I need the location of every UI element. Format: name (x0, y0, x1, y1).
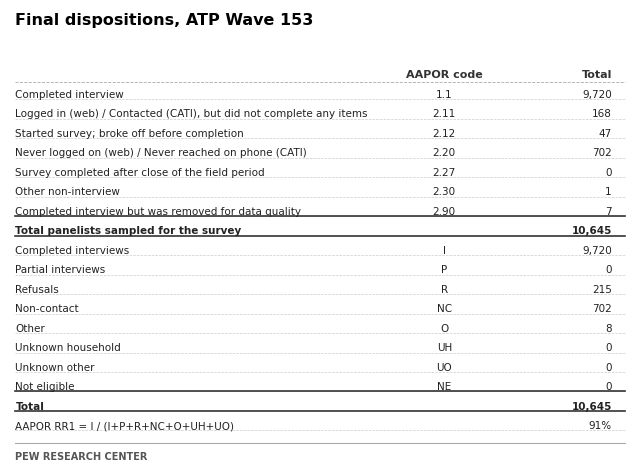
Text: 0: 0 (605, 265, 612, 275)
Text: UO: UO (436, 363, 452, 373)
Text: NE: NE (437, 382, 451, 392)
Text: 1: 1 (605, 187, 612, 197)
Text: 2.30: 2.30 (433, 187, 456, 197)
Text: Total: Total (15, 401, 44, 411)
Text: P: P (441, 265, 447, 275)
Text: Total panelists sampled for the survey: Total panelists sampled for the survey (15, 226, 242, 237)
Text: UH: UH (436, 343, 452, 353)
Text: 168: 168 (592, 109, 612, 119)
Text: Final dispositions, ATP Wave 153: Final dispositions, ATP Wave 153 (15, 13, 314, 28)
Text: 2.11: 2.11 (433, 109, 456, 119)
Text: 10,645: 10,645 (572, 226, 612, 237)
Text: Non-contact: Non-contact (15, 304, 79, 314)
Text: Total: Total (582, 70, 612, 80)
Text: Completed interview: Completed interview (15, 90, 124, 100)
Text: Not eligible: Not eligible (15, 382, 75, 392)
Text: Partial interviews: Partial interviews (15, 265, 106, 275)
Text: Started survey; broke off before completion: Started survey; broke off before complet… (15, 129, 244, 139)
Text: PEW RESEARCH CENTER: PEW RESEARCH CENTER (15, 452, 148, 462)
Text: 702: 702 (592, 148, 612, 158)
Text: AAPOR code: AAPOR code (406, 70, 483, 80)
Text: Logged in (web) / Contacted (CATI), but did not complete any items: Logged in (web) / Contacted (CATI), but … (15, 109, 368, 119)
Text: 47: 47 (598, 129, 612, 139)
Text: 0: 0 (605, 168, 612, 178)
Text: AAPOR RR1 = I / (I+P+R+NC+O+UH+UO): AAPOR RR1 = I / (I+P+R+NC+O+UH+UO) (15, 421, 234, 431)
Text: 10,645: 10,645 (572, 401, 612, 411)
Text: 2.90: 2.90 (433, 207, 456, 217)
Text: Unknown other: Unknown other (15, 363, 95, 373)
Text: Refusals: Refusals (15, 285, 59, 295)
Text: Completed interviews: Completed interviews (15, 246, 130, 256)
Text: Unknown household: Unknown household (15, 343, 121, 353)
Text: 2.12: 2.12 (433, 129, 456, 139)
Text: 215: 215 (592, 285, 612, 295)
Text: 91%: 91% (589, 421, 612, 431)
Text: NC: NC (436, 304, 452, 314)
Text: Never logged on (web) / Never reached on phone (CATI): Never logged on (web) / Never reached on… (15, 148, 307, 158)
Text: R: R (441, 285, 448, 295)
Text: Survey completed after close of the field period: Survey completed after close of the fiel… (15, 168, 265, 178)
Text: Other: Other (15, 324, 45, 334)
Text: 0: 0 (605, 382, 612, 392)
Text: 9,720: 9,720 (582, 246, 612, 256)
Text: 9,720: 9,720 (582, 90, 612, 100)
Text: 702: 702 (592, 304, 612, 314)
Text: 2.27: 2.27 (433, 168, 456, 178)
Text: 7: 7 (605, 207, 612, 217)
Text: O: O (440, 324, 449, 334)
Text: I: I (443, 246, 445, 256)
Text: 2.20: 2.20 (433, 148, 456, 158)
Text: 0: 0 (605, 363, 612, 373)
Text: Completed interview but was removed for data quality: Completed interview but was removed for … (15, 207, 301, 217)
Text: Other non-interview: Other non-interview (15, 187, 120, 197)
Text: 8: 8 (605, 324, 612, 334)
Text: 0: 0 (605, 343, 612, 353)
Text: 1.1: 1.1 (436, 90, 452, 100)
